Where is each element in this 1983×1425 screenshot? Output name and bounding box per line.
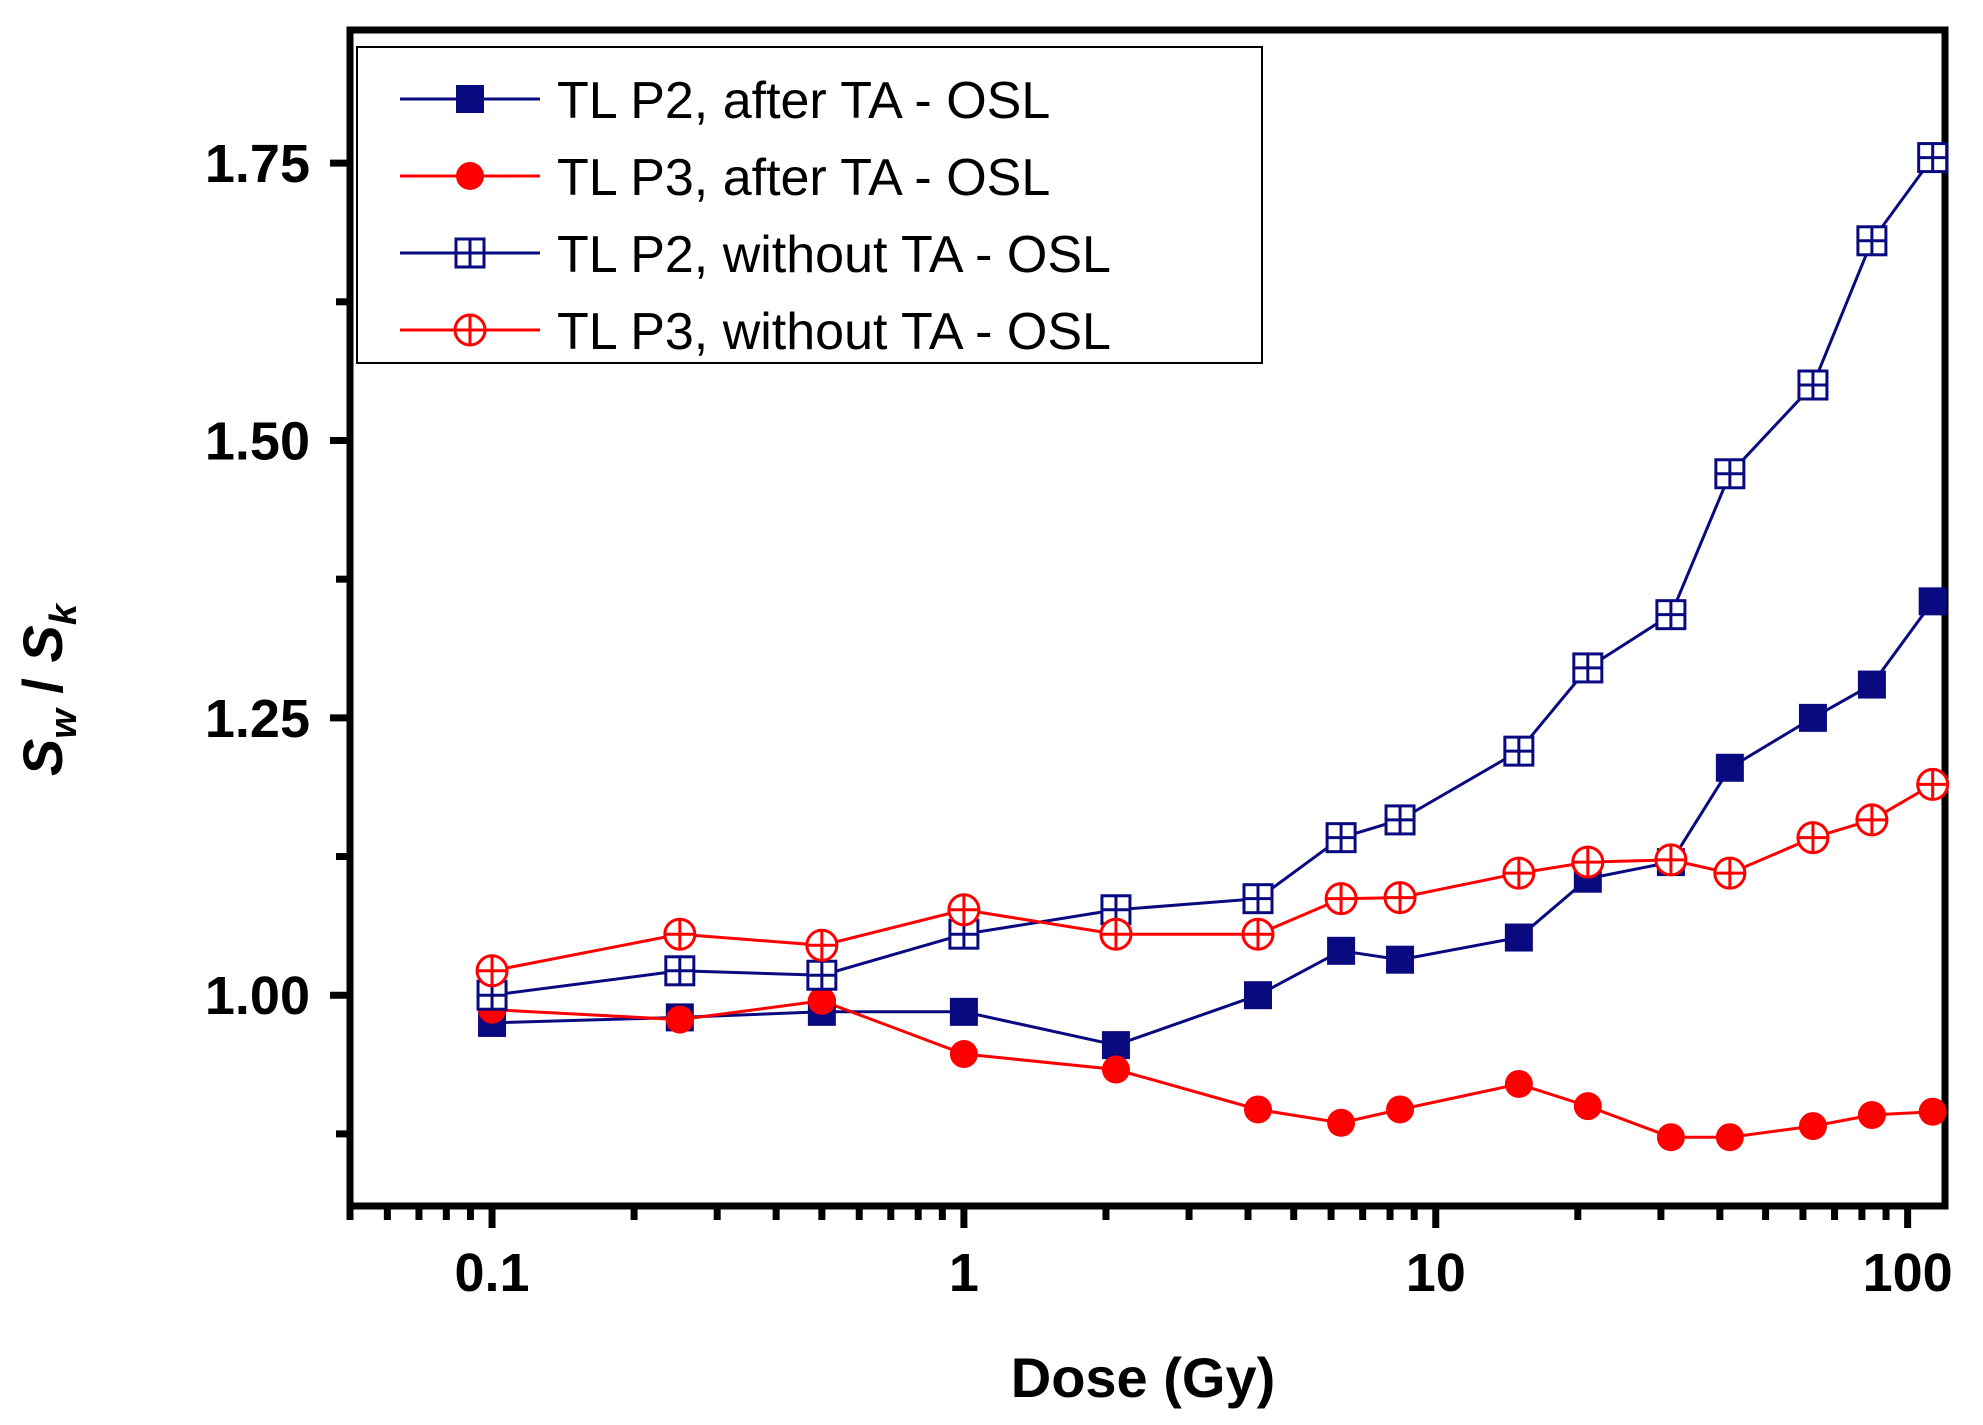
legend: TL P2, after TA - OSL TL P3, after TA - O…	[356, 46, 1263, 364]
legend-marker-4	[453, 313, 487, 347]
series-4-point	[1916, 767, 1950, 801]
legend-label-3: TL P2, without TA - OSL	[557, 226, 1111, 284]
series-4-point	[1383, 881, 1417, 915]
series-1-point	[1857, 670, 1886, 699]
series-1-point	[1386, 945, 1415, 974]
series-3-point	[1917, 142, 1949, 174]
series-2-point	[665, 1005, 694, 1034]
series-line-2	[491, 999, 1933, 1139]
series-2-point	[1101, 1055, 1130, 1084]
series-line-1	[491, 600, 1934, 1047]
series-3-point	[1242, 883, 1274, 915]
plot-frame	[346, 26, 1949, 1210]
series-4-point	[1502, 856, 1536, 890]
series-2-point	[1327, 1108, 1356, 1137]
legend-marker-3	[454, 237, 486, 269]
series-3-point	[1572, 652, 1604, 684]
series-4-point	[1099, 917, 1133, 951]
series-4-point	[475, 954, 509, 988]
series-4-point	[1324, 882, 1358, 916]
series-1-point	[1504, 923, 1533, 952]
series-3-point	[1503, 735, 1535, 767]
series-3-point	[1714, 458, 1746, 490]
legend-label-4: TL P3, without TA - OSL	[557, 303, 1111, 361]
series-2-point	[1857, 1101, 1886, 1130]
series-4-point	[663, 917, 697, 951]
y-tick-label: 1.50	[205, 411, 310, 471]
y-title-s2: S	[11, 625, 74, 662]
series-4-point	[805, 928, 839, 962]
series-3-point	[1100, 894, 1132, 926]
x-tick-label: 0.1	[455, 1243, 530, 1303]
series-3-point	[1384, 804, 1416, 836]
y-tick-label: 1.25	[205, 689, 310, 749]
x-tick-label: 100	[1863, 1243, 1953, 1303]
series-1-point	[1715, 753, 1744, 782]
series-3-point	[1325, 822, 1357, 854]
series-4-point	[1571, 845, 1605, 879]
series-2-point	[1918, 1097, 1947, 1126]
y-axis-title: Sw / Sk	[11, 602, 85, 776]
svg-text:Sw / Sk: Sw / Sk	[11, 602, 85, 776]
legend-label-1: TL P2, after TA - OSL	[557, 72, 1050, 130]
series-3-point	[1856, 225, 1888, 257]
y-tick-label: 1.00	[205, 966, 310, 1026]
series-2-point	[1386, 1095, 1415, 1124]
y-tick-label: 1.75	[205, 134, 310, 194]
series-2-point	[1243, 1095, 1272, 1124]
series-3-point	[664, 955, 696, 987]
series-2-point	[1656, 1123, 1685, 1152]
series-2-point	[1715, 1123, 1744, 1152]
series-4-point	[947, 893, 981, 927]
series-layer	[475, 142, 1950, 1152]
series-1-point	[1327, 936, 1356, 965]
series-4-point	[1713, 856, 1747, 890]
series-2-point	[949, 1040, 978, 1069]
legend-marker-1	[456, 85, 484, 113]
legend-marker-2	[456, 162, 484, 190]
series-1-point	[1798, 703, 1827, 732]
y-title-sub2: k	[43, 602, 85, 625]
y-title-slash: /	[11, 662, 74, 709]
y-title-sub1: w	[43, 707, 85, 739]
series-2-point	[807, 986, 836, 1015]
axis-layer: 1.00 1.25 1.50 1.75 0.1 1 10 100	[205, 26, 1953, 1303]
legend-label-2: TL P3, after TA - OSL	[557, 149, 1050, 207]
series-3-point	[806, 959, 838, 991]
series-1-point	[1243, 981, 1272, 1010]
series-4-point	[1796, 821, 1830, 855]
series-4-point	[1241, 917, 1275, 951]
series-2-point	[1798, 1112, 1827, 1141]
x-tick-label: 1	[949, 1243, 979, 1303]
series-2-point	[1573, 1092, 1602, 1121]
series-3-point	[1797, 369, 1829, 401]
x-axis-title: Dose (Gy)	[1011, 1346, 1276, 1409]
series-3-point	[1655, 599, 1687, 631]
series-1-point	[1101, 1031, 1130, 1060]
series-1-point	[1918, 587, 1947, 616]
series-4-point	[1654, 843, 1688, 877]
series-4-point	[1855, 803, 1889, 837]
y-title-s1: S	[11, 739, 74, 776]
series-2-point	[1504, 1069, 1533, 1098]
x-tick-label: 10	[1406, 1243, 1466, 1303]
series-3-point	[476, 979, 508, 1011]
series-1-point	[949, 997, 978, 1026]
